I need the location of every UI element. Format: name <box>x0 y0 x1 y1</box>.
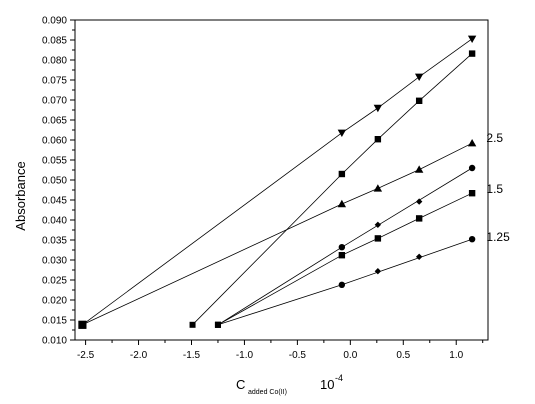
series-label: 2.5 <box>486 131 503 145</box>
x-axis-title: C added Co(II) 10 -4 <box>236 373 343 396</box>
y-tick-label: 0.020 <box>42 296 67 307</box>
y-tick-label: 0.065 <box>42 116 67 127</box>
data-point-3-0 <box>338 252 346 259</box>
y-tick-label: 0.060 <box>42 136 67 147</box>
intercept-marker-1 <box>189 321 196 328</box>
x-tick-label: 1.0 <box>449 350 463 361</box>
y-tick-label: 0.035 <box>42 236 67 247</box>
data-point-1-3 <box>468 50 476 57</box>
x-axis-title-main: C <box>236 377 245 392</box>
x-axis-title-exponent: -4 <box>335 373 343 383</box>
x-tick-label: -2.0 <box>130 350 148 361</box>
data-point-7-1 <box>415 253 423 260</box>
data-point-4-1 <box>468 164 476 172</box>
data-point-5-1 <box>415 198 423 205</box>
y-tick-label: 0.045 <box>42 196 67 207</box>
x-tick-label: -1.5 <box>183 350 201 361</box>
data-point-0-0 <box>337 129 347 137</box>
data-point-0-1 <box>373 104 383 113</box>
data-point-0-2 <box>414 73 424 81</box>
y-tick-label: 0.050 <box>42 176 67 187</box>
x-tick-label: 0.0 <box>343 350 357 361</box>
data-point-1-1 <box>374 136 382 143</box>
y-tick-label: 0.085 <box>42 36 67 47</box>
y-tick-label: 0.025 <box>42 276 67 287</box>
x-tick-label: -2.5 <box>77 350 95 361</box>
data-point-0-3 <box>467 35 477 43</box>
fit-lines <box>82 38 473 326</box>
fit-line-4 <box>217 167 473 326</box>
data-point-6-0 <box>338 281 346 288</box>
data-point-3-2 <box>415 215 423 222</box>
data-point-2-0 <box>337 199 347 208</box>
fit-line-0 <box>82 38 473 326</box>
x-tick-label: -1.0 <box>236 350 254 361</box>
intercept-marker-6 <box>214 321 221 328</box>
series-label: 1.5 <box>486 182 503 196</box>
data-point-2-1 <box>373 184 383 192</box>
fit-line-2 <box>82 142 473 326</box>
data-point-7-0 <box>374 268 382 275</box>
data-markers <box>78 35 477 329</box>
data-point-3-1 <box>374 235 382 242</box>
series-labels: 2.5 1.5 1.25 <box>486 131 510 244</box>
data-point-4-0 <box>338 244 346 251</box>
data-point-1-0 <box>338 170 346 178</box>
y-tick-label: 0.040 <box>42 216 67 227</box>
y-axis-title: Absorbance <box>13 161 28 230</box>
y-tick-label: 0.070 <box>42 96 67 107</box>
series-label: 1.25 <box>486 230 510 244</box>
intercept-marker-2 <box>78 320 87 329</box>
y-tick-label: 0.030 <box>42 256 67 267</box>
x-tick-label: -0.5 <box>289 350 307 361</box>
data-point-5-0 <box>374 221 382 228</box>
y-tick-label: 0.010 <box>42 336 67 347</box>
x-tick-label: 0.5 <box>396 350 410 361</box>
y-tick-label: 0.055 <box>42 156 67 167</box>
data-point-1-2 <box>415 97 423 104</box>
y-tick-label: 0.090 <box>42 16 67 27</box>
y-tick-label: 0.075 <box>42 76 67 87</box>
axes: -2.5 -2.0 -1.5 -1.0 -0.5 0.0 0.5 1.0 0.010 0.015 0… <box>42 16 489 361</box>
data-point-2-3 <box>467 139 477 147</box>
data-point-6-1 <box>468 236 476 243</box>
plot-frame <box>74 19 489 341</box>
data-point-2-2 <box>414 165 424 173</box>
fit-line-1 <box>192 53 473 326</box>
x-axis-title-subscript: added Co(II) <box>248 389 287 396</box>
x-axis-title-scale: 10 <box>320 377 334 392</box>
data-point-3-3 <box>468 190 476 197</box>
fit-line-3 <box>217 192 473 326</box>
y-tick-label: 0.015 <box>42 316 67 327</box>
y-tick-label: 0.080 <box>42 56 67 67</box>
